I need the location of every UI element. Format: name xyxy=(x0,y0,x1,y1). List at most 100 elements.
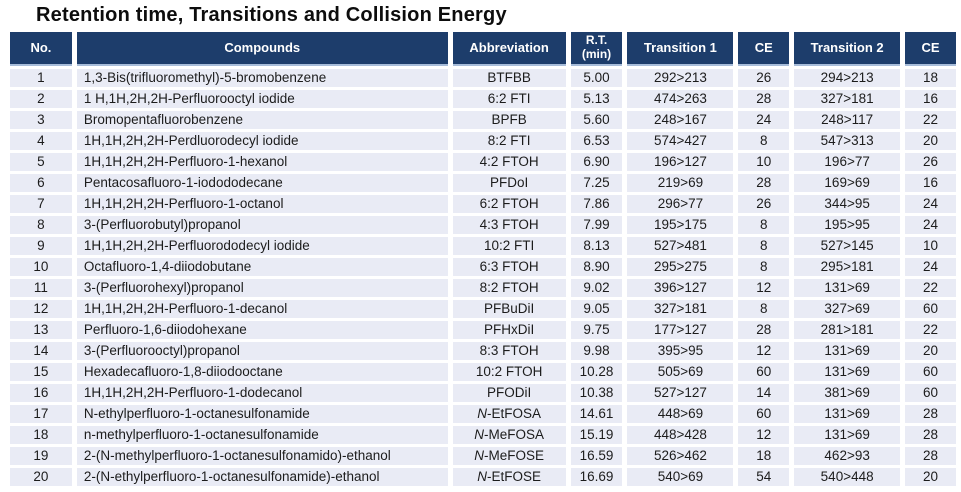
cell-transition-1: 295>275 xyxy=(627,258,734,276)
cell-abbreviation: 10:2 FTOH xyxy=(452,363,566,381)
cell-transition-1: 448>428 xyxy=(627,426,734,444)
cell-compound: 1H,1H,2H,2H-Perfluoro-1-dodecanol xyxy=(76,384,448,402)
cell-transition-2: 131>69 xyxy=(794,405,901,423)
cell-transition-2: 131>69 xyxy=(794,363,901,381)
table-row: 5 1H,1H,2H,2H-Perfluoro-1-hexanol 4:2 FTOH… xyxy=(10,153,956,171)
cell-rt: 9.75 xyxy=(570,321,623,339)
cell-ce-1: 8 xyxy=(738,237,790,255)
cell-compound: 1H,1H,2H,2H-Perfluoro-1-octanol xyxy=(76,195,448,213)
cell-abbreviation: 8:3 FTOH xyxy=(452,342,566,360)
cell-ce-1: 24 xyxy=(738,111,790,129)
cell-transition-2: 195>95 xyxy=(794,216,901,234)
cell-compound: n-methylperfluoro-1-octanesulfonamide xyxy=(76,426,448,444)
cell-compound: Pentacosafluoro-1-iodododecane xyxy=(76,174,448,192)
cell-no: 12 xyxy=(10,300,72,318)
cell-transition-2: 248>117 xyxy=(794,111,901,129)
table-row: 9 1H,1H,2H,2H-Perfluorododecyl iodide 10:2… xyxy=(10,237,956,255)
cell-rt: 9.02 xyxy=(570,279,623,297)
cell-rt: 9.98 xyxy=(570,342,623,360)
cell-ce-2: 20 xyxy=(905,132,956,150)
cell-ce-1: 8 xyxy=(738,258,790,276)
cell-transition-1: 448>69 xyxy=(627,405,734,423)
cell-transition-2: 196>77 xyxy=(794,153,901,171)
cell-ce-1: 28 xyxy=(738,321,790,339)
cell-rt: 7.99 xyxy=(570,216,623,234)
cell-compound: 1H,1H,2H,2H-Perfluorododecyl iodide xyxy=(76,237,448,255)
cell-no: 13 xyxy=(10,321,72,339)
cell-ce-2: 60 xyxy=(905,363,956,381)
cell-transition-1: 177>127 xyxy=(627,321,734,339)
cell-ce-1: 10 xyxy=(738,153,790,171)
cell-no: 2 xyxy=(10,90,72,108)
table-row: 4 1H,1H,2H,2H-Perdluorodecyl iodide 8:2 FT… xyxy=(10,132,956,150)
table-row: 14 3-(Perfluorooctyl)propanol 8:3 FTOH 9.98… xyxy=(10,342,956,360)
cell-ce-1: 60 xyxy=(738,405,790,423)
cell-abbreviation: 6:3 FTOH xyxy=(452,258,566,276)
cell-abbreviation: PFDoI xyxy=(452,174,566,192)
table-row: 6 Pentacosafluoro-1-iodododecane PFDoI 7.25… xyxy=(10,174,956,192)
cell-ce-1: 60 xyxy=(738,363,790,381)
cell-ce-2: 20 xyxy=(905,468,956,486)
cell-rt: 7.25 xyxy=(570,174,623,192)
cell-ce-2: 18 xyxy=(905,69,956,87)
cell-abbreviation: 8:2 FTI xyxy=(452,132,566,150)
cell-rt: 6.90 xyxy=(570,153,623,171)
cell-transition-1: 540>69 xyxy=(627,468,734,486)
cell-ce-2: 22 xyxy=(905,321,956,339)
cell-transition-1: 296>77 xyxy=(627,195,734,213)
cell-no: 6 xyxy=(10,174,72,192)
cell-transition-1: 395>95 xyxy=(627,342,734,360)
cell-compound: 3-(Perfluorobutyl)propanol xyxy=(76,216,448,234)
cell-ce-1: 18 xyxy=(738,447,790,465)
cell-transition-1: 527>127 xyxy=(627,384,734,402)
cell-ce-2: 60 xyxy=(905,300,956,318)
table-row: 18 n-methylperfluoro-1-octanesulfonamide N… xyxy=(10,426,956,444)
cell-transition-1: 327>181 xyxy=(627,300,734,318)
cell-compound: 1H,1H,2H,2H-Perdluorodecyl iodide xyxy=(76,132,448,150)
cell-ce-1: 26 xyxy=(738,69,790,87)
cell-ce-2: 24 xyxy=(905,258,956,276)
table-row: 3 Bromopentafluorobenzene BPFB 5.60 248>167 2… xyxy=(10,111,956,129)
cell-rt: 8.90 xyxy=(570,258,623,276)
cell-ce-1: 8 xyxy=(738,132,790,150)
table-row: 16 1H,1H,2H,2H-Perfluoro-1-dodecanol PFODi… xyxy=(10,384,956,402)
cell-ce-2: 60 xyxy=(905,384,956,402)
cell-ce-1: 8 xyxy=(738,300,790,318)
page-title: Retention time, Transitions and Collisio… xyxy=(36,4,507,26)
column-header-compounds: Compounds xyxy=(76,32,448,66)
table-row: 8 3-(Perfluorobutyl)propanol 4:3 FTOH 7.99 1… xyxy=(10,216,956,234)
cell-abbreviation: BPFB xyxy=(452,111,566,129)
cell-ce-1: 12 xyxy=(738,279,790,297)
cell-abbreviation: N-EtFOSA xyxy=(452,405,566,423)
cell-compound: Octafluoro-1,4-diiodobutane xyxy=(76,258,448,276)
cell-ce-2: 24 xyxy=(905,216,956,234)
table-header: No. Compounds Abbreviation R.T. (min) Transi… xyxy=(10,32,956,66)
cell-rt: 16.69 xyxy=(570,468,623,486)
cell-no: 15 xyxy=(10,363,72,381)
cell-ce-1: 28 xyxy=(738,90,790,108)
cell-ce-2: 26 xyxy=(905,153,956,171)
cell-no: 4 xyxy=(10,132,72,150)
table-row: 7 1H,1H,2H,2H-Perfluoro-1-octanol 6:2 FTOH… xyxy=(10,195,956,213)
cell-transition-1: 195>175 xyxy=(627,216,734,234)
cell-no: 7 xyxy=(10,195,72,213)
header-row: No. Compounds Abbreviation R.T. (min) Transi… xyxy=(10,32,956,66)
cell-compound: N-ethylperfluoro-1-octanesulfonamide xyxy=(76,405,448,423)
cell-transition-2: 381>69 xyxy=(794,384,901,402)
cell-no: 10 xyxy=(10,258,72,276)
table-row: 1 1,3-Bis(trifluoromethyl)-5-bromobenzene… xyxy=(10,69,956,87)
cell-rt: 5.00 xyxy=(570,69,623,87)
cell-compound: Perfluoro-1,6-diiodohexane xyxy=(76,321,448,339)
cell-compound: 2-(N-ethylperfluoro-1-octanesulfonamide)… xyxy=(76,468,448,486)
cell-rt: 5.60 xyxy=(570,111,623,129)
cell-rt: 6.53 xyxy=(570,132,623,150)
cell-no: 19 xyxy=(10,447,72,465)
cell-rt: 5.13 xyxy=(570,90,623,108)
cell-rt: 8.13 xyxy=(570,237,623,255)
cell-compound: 1,3-Bis(trifluoromethyl)-5-bromobenzene xyxy=(76,69,448,87)
cell-transition-2: 295>181 xyxy=(794,258,901,276)
cell-no: 20 xyxy=(10,468,72,486)
cell-abbreviation: BTFBB xyxy=(452,69,566,87)
cell-compound: 2-(N-methylperfluoro-1-octanesulfonamido… xyxy=(76,447,448,465)
